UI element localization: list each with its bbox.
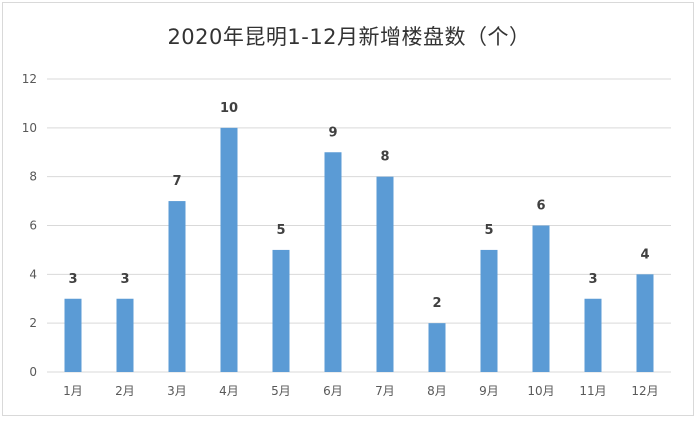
y-tick-label: 4: [29, 267, 37, 281]
bar-12: [636, 274, 654, 372]
y-tick-label: 2: [29, 316, 37, 330]
data-label-9: 5: [484, 223, 493, 238]
y-tick-label: 6: [29, 219, 37, 233]
x-tick-label-10: 10月: [527, 384, 554, 398]
y-tick-label: 12: [22, 72, 37, 86]
x-tick-label-1: 1月: [63, 384, 83, 398]
bar-11: [584, 298, 602, 372]
y-tick-label: 10: [22, 121, 37, 135]
bar-5: [272, 249, 290, 372]
x-axis-ticks: 1月 2月 3月 4月 5月 6月 7月 8月 9月 10月 11月 12月: [63, 384, 658, 398]
x-tick-label-7: 7月: [375, 384, 395, 398]
data-label-1: 3: [68, 272, 77, 287]
x-tick-label-6: 6月: [323, 384, 343, 398]
bar-6: [324, 152, 342, 372]
bar-7: [376, 176, 394, 372]
y-axis-ticks: 0 2 4 6 8 10 12: [22, 72, 37, 379]
bar-8: [428, 323, 446, 372]
data-label-6: 9: [328, 125, 337, 140]
data-label-4: 10: [220, 101, 238, 116]
x-tick-label-2: 2月: [115, 384, 135, 398]
x-tick-label-5: 5月: [271, 384, 291, 398]
x-tick-label-3: 3月: [167, 384, 187, 398]
bars: [64, 127, 654, 372]
y-tick-label: 8: [29, 170, 37, 184]
data-label-12: 4: [640, 247, 649, 262]
x-tick-label-4: 4月: [219, 384, 239, 398]
chart-frame: 2020年昆明1-12月新增楼盘数（个） 0 2 4 6 8 10 12 3 3 7 10 5 9 8 2…: [2, 2, 694, 416]
data-label-11: 3: [588, 272, 597, 287]
y-tick-label: 0: [29, 365, 37, 379]
bar-1: [64, 298, 82, 372]
data-labels: 3 3 7 10 5 9 8 2 5 6 3 4: [68, 101, 649, 311]
bar-9: [480, 249, 498, 372]
bar-4: [220, 127, 238, 372]
data-label-8: 2: [432, 296, 441, 311]
data-label-10: 6: [536, 199, 545, 214]
data-label-3: 7: [172, 174, 181, 189]
x-tick-label-8: 8月: [427, 384, 447, 398]
bar-3: [168, 201, 186, 372]
data-label-2: 3: [120, 272, 129, 287]
data-label-5: 5: [276, 223, 285, 238]
gridlines: [47, 78, 671, 373]
bar-chart: 0 2 4 6 8 10 12 3 3 7 10 5 9 8 2 5 6 3 4 1月 2月 3月 4月 5月 6月 7月 8月…: [22, 72, 671, 398]
x-tick-label-12: 12月: [631, 384, 658, 398]
bar-2: [116, 298, 134, 372]
x-tick-label-11: 11月: [579, 384, 606, 398]
data-label-7: 8: [380, 150, 389, 165]
bar-10: [532, 225, 550, 372]
x-tick-label-9: 9月: [479, 384, 499, 398]
chart-title: 2020年昆明1-12月新增楼盘数（个）: [167, 25, 531, 49]
